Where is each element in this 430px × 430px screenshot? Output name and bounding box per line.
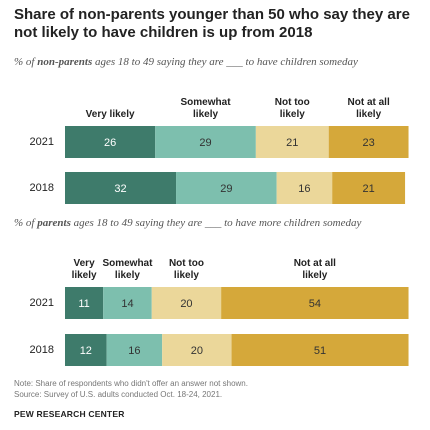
y-tick-label: 2021 (30, 297, 54, 309)
subtitle-part: ages 18 to 49 saying they are ___ to hav… (70, 217, 362, 229)
data-label: 29 (199, 137, 211, 149)
subtitle-part: non-parents (37, 56, 93, 68)
data-label: 20 (191, 345, 203, 357)
legend-label: Not too likely (274, 97, 310, 120)
data-label: 16 (128, 345, 140, 357)
bar-segment (221, 287, 409, 319)
bar-segment (255, 126, 329, 158)
data-label: 54 (309, 298, 321, 310)
bar-segment (328, 126, 409, 158)
data-label: 12 (80, 345, 92, 357)
y-tick-label: 2018 (30, 344, 54, 356)
subtitle-part: parents (37, 217, 71, 229)
bar-segment (65, 172, 177, 204)
data-label: 32 (114, 183, 126, 195)
legend-label: Not at all likely (293, 258, 336, 281)
bar-segment (176, 172, 277, 204)
bar-segment (231, 334, 409, 366)
bar-segment (332, 172, 406, 204)
legend-label: Very likely (71, 258, 97, 281)
bar-segment (162, 334, 232, 366)
bar-segment (65, 287, 104, 319)
subtitle: % of non-parents ages 18 to 49 saying th… (14, 55, 414, 69)
data-label: 26 (104, 137, 116, 149)
credit: PEW RESEARCH CENTER (14, 409, 125, 419)
data-label: 23 (363, 137, 375, 149)
y-tick-label: 2018 (30, 182, 54, 194)
subtitle-part: % of (14, 56, 38, 68)
legend-label: Somewhat likely (102, 258, 153, 281)
legend-label: Not too likely (168, 258, 204, 281)
bar-segment (155, 126, 256, 158)
data-label: 29 (220, 183, 232, 195)
bar-segment (151, 287, 222, 319)
data-label: 51 (314, 345, 326, 357)
data-label: 20 (180, 298, 192, 310)
bar-segment (276, 172, 333, 204)
legend-label: Not at all likely (347, 97, 390, 120)
subtitle: % of parents ages 18 to 49 saying they a… (14, 216, 414, 230)
bar-segment (65, 334, 107, 366)
y-tick-label: 2021 (30, 136, 54, 148)
data-label: 16 (298, 183, 310, 195)
bar-segment (106, 334, 163, 366)
legend-label: Somewhat likely (180, 97, 231, 120)
bar-segment (103, 287, 152, 319)
source: Source: Survey of U.S. adults conducted … (14, 390, 223, 399)
subtitle-part: % of (14, 217, 38, 229)
data-label: 11 (78, 298, 89, 310)
chart-title: Share of non-parents younger than 50 who… (14, 6, 410, 41)
subtitle-part: ages 18 to 49 saying they are ___ to hav… (92, 56, 358, 68)
legend-label: Very likely (85, 109, 135, 120)
data-label: 14 (121, 298, 133, 310)
data-label: 21 (286, 137, 298, 149)
data-label: 21 (363, 183, 375, 195)
bar-segment (65, 126, 156, 158)
note: Note: Share of respondents who didn't of… (14, 379, 248, 388)
